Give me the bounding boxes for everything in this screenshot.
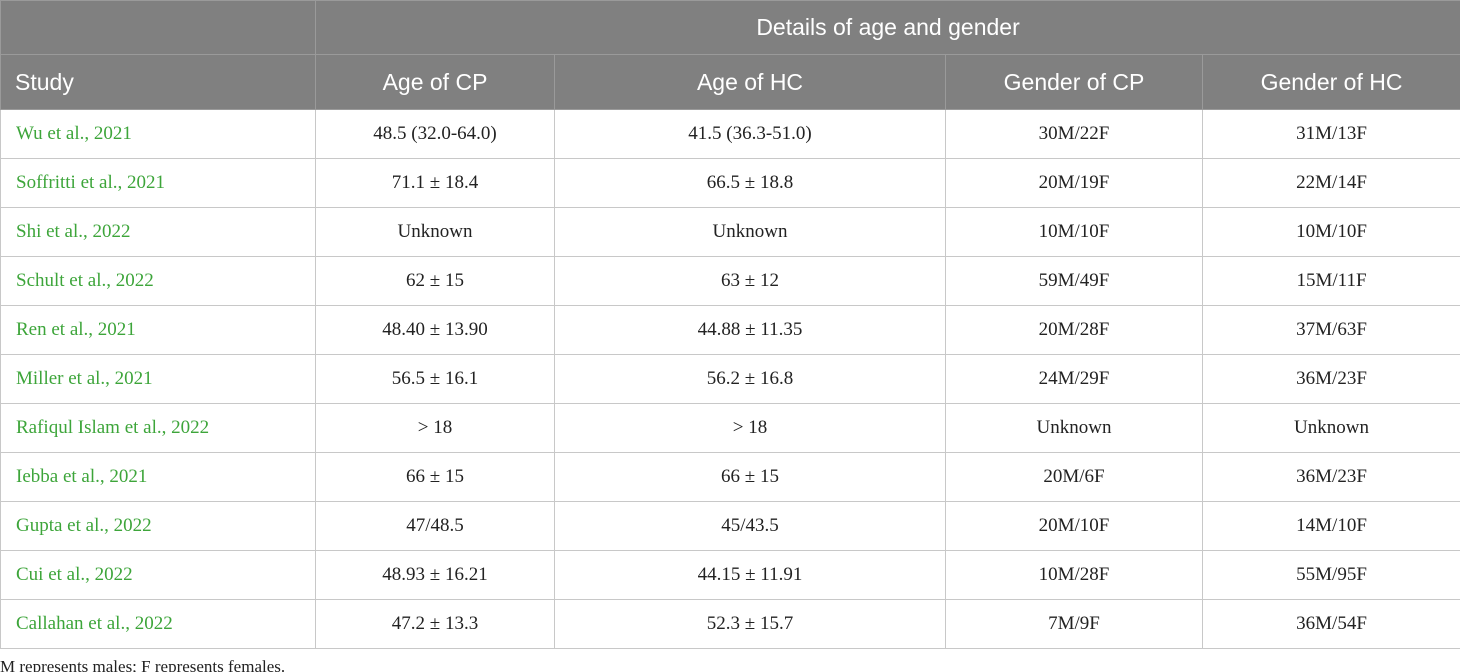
study-cell: Ren et al., 2021 bbox=[0, 305, 316, 355]
table-cell: Unknown bbox=[315, 207, 555, 257]
study-cell: Gupta et al., 2022 bbox=[0, 501, 316, 551]
table-cell: 36M/54F bbox=[1201, 599, 1460, 649]
table-cell: 63 ± 12 bbox=[554, 256, 946, 306]
table-row: Iebba et al., 2021 66 ± 15 66 ± 15 20M/6F 36… bbox=[0, 452, 1460, 502]
column-header: Age of CP bbox=[315, 54, 555, 110]
table-cell: 15M/11F bbox=[1201, 256, 1460, 306]
column-header-row: Study Age of CP Age of HC Gender of CP Gende… bbox=[0, 54, 1460, 110]
table-row: Cui et al., 2022 48.93 ± 16.21 44.15 ± 11.… bbox=[0, 550, 1460, 600]
table-row: Gupta et al., 2022 47/48.5 45/43.5 20M/10F 1… bbox=[0, 501, 1460, 551]
table-cell: Unknown bbox=[1201, 403, 1460, 453]
table-cell: 47/48.5 bbox=[315, 501, 555, 551]
table-cell: 31M/13F bbox=[1201, 109, 1460, 159]
table-cell: 44.88 ± 11.35 bbox=[554, 305, 946, 355]
study-cell: Wu et al., 2021 bbox=[0, 109, 316, 159]
table-cell: 20M/6F bbox=[945, 452, 1203, 502]
table-row: Rafiqul Islam et al., 2022 > 18 > 18 Unknow… bbox=[0, 403, 1460, 453]
empty-header bbox=[0, 0, 316, 55]
table-cell: 55M/95F bbox=[1201, 550, 1460, 600]
study-cell: Iebba et al., 2021 bbox=[0, 452, 316, 502]
table-cell: 20M/28F bbox=[945, 305, 1203, 355]
table-cell: 48.93 ± 16.21 bbox=[315, 550, 555, 600]
table-cell: 36M/23F bbox=[1201, 354, 1460, 404]
table-cell: 45/43.5 bbox=[554, 501, 946, 551]
group-header: Details of age and gender bbox=[314, 0, 1460, 55]
table-row: Wu et al., 2021 48.5 (32.0-64.0) 41.5 (36.… bbox=[0, 109, 1460, 159]
table-row: Callahan et al., 2022 47.2 ± 13.3 52.3 ± 1… bbox=[0, 599, 1460, 649]
table-row: Soffritti et al., 2021 71.1 ± 18.4 66.5 ± … bbox=[0, 158, 1460, 208]
table-cell: 22M/14F bbox=[1201, 158, 1460, 208]
study-cell: Soffritti et al., 2021 bbox=[0, 158, 316, 208]
footnote: M represents males; F represents females… bbox=[0, 657, 286, 672]
table-cell: 14M/10F bbox=[1201, 501, 1460, 551]
table-cell: 10M/10F bbox=[1201, 207, 1460, 257]
study-cell: Schult et al., 2022 bbox=[0, 256, 316, 306]
table-cell: Unknown bbox=[945, 403, 1203, 453]
table-cell: 36M/23F bbox=[1201, 452, 1460, 502]
table-cell: Unknown bbox=[554, 207, 946, 257]
table-cell: 48.5 (32.0-64.0) bbox=[315, 109, 555, 159]
table-cell: 71.1 ± 18.4 bbox=[315, 158, 555, 208]
data-table: Details of age and gender Study Age of CP… bbox=[0, 0, 1460, 649]
table-cell: 52.3 ± 15.7 bbox=[554, 599, 946, 649]
group-header-row: Details of age and gender bbox=[0, 0, 1460, 55]
table-row: Ren et al., 2021 48.40 ± 13.90 44.88 ± 11.… bbox=[0, 305, 1460, 355]
table-cell: 41.5 (36.3-51.0) bbox=[554, 109, 946, 159]
table-row: Miller et al., 2021 56.5 ± 16.1 56.2 ± 16.… bbox=[0, 354, 1460, 404]
table-cell: 47.2 ± 13.3 bbox=[315, 599, 555, 649]
column-header: Gender of CP bbox=[945, 54, 1203, 110]
table-cell: 30M/22F bbox=[945, 109, 1203, 159]
table-row: Shi et al., 2022 Unknown Unknown 10M/10F 10M… bbox=[0, 207, 1460, 257]
table-cell: 56.2 ± 16.8 bbox=[554, 354, 946, 404]
table-cell: 7M/9F bbox=[945, 599, 1203, 649]
table-cell: 20M/10F bbox=[945, 501, 1203, 551]
study-cell: Miller et al., 2021 bbox=[0, 354, 316, 404]
table-cell: 62 ± 15 bbox=[315, 256, 555, 306]
table-cell: > 18 bbox=[554, 403, 946, 453]
study-cell: Rafiqul Islam et al., 2022 bbox=[0, 403, 316, 453]
table-cell: 10M/10F bbox=[945, 207, 1203, 257]
column-header: Gender of HC bbox=[1201, 54, 1460, 110]
table-cell: 44.15 ± 11.91 bbox=[554, 550, 946, 600]
table-cell: 59M/49F bbox=[945, 256, 1203, 306]
study-cell: Shi et al., 2022 bbox=[0, 207, 316, 257]
study-cell: Callahan et al., 2022 bbox=[0, 599, 316, 649]
table-cell: 20M/19F bbox=[945, 158, 1203, 208]
table-cell: 10M/28F bbox=[945, 550, 1203, 600]
study-cell: Cui et al., 2022 bbox=[0, 550, 316, 600]
table-cell: 66 ± 15 bbox=[554, 452, 946, 502]
column-header: Age of HC bbox=[554, 54, 946, 110]
table-cell: 48.40 ± 13.90 bbox=[315, 305, 555, 355]
table-cell: 24M/29F bbox=[945, 354, 1203, 404]
column-header: Study bbox=[0, 54, 316, 110]
table-cell: 66.5 ± 18.8 bbox=[554, 158, 946, 208]
table-cell: 37M/63F bbox=[1201, 305, 1460, 355]
table-body: Wu et al., 2021 48.5 (32.0-64.0) 41.5 (36.… bbox=[0, 109, 1460, 649]
table-row: Schult et al., 2022 62 ± 15 63 ± 12 59M/49F… bbox=[0, 256, 1460, 306]
table-cell: > 18 bbox=[315, 403, 555, 453]
table-cell: 66 ± 15 bbox=[315, 452, 555, 502]
table-cell: 56.5 ± 16.1 bbox=[315, 354, 555, 404]
